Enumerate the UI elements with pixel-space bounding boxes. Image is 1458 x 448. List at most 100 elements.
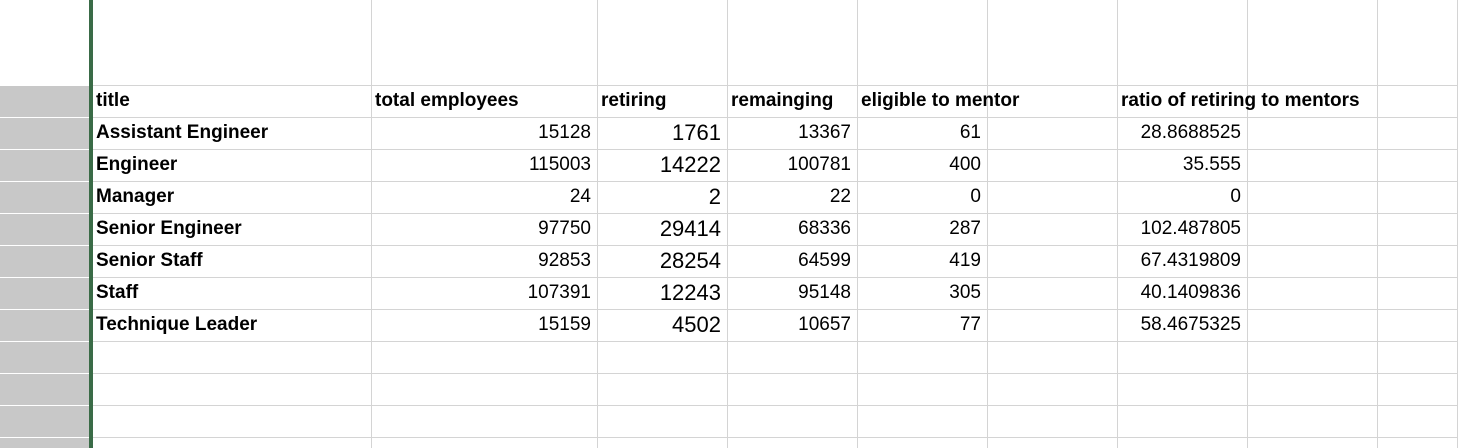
empty-cell[interactable] <box>93 374 372 406</box>
column-header[interactable]: retiring <box>598 86 728 118</box>
data-cell[interactable]: 22 <box>728 182 858 214</box>
empty-cell[interactable] <box>1248 0 1378 86</box>
empty-cell[interactable] <box>598 342 728 374</box>
data-cell[interactable]: 419 <box>858 246 988 278</box>
empty-cell[interactable] <box>372 406 598 438</box>
empty-cell[interactable] <box>1378 310 1458 342</box>
empty-cell[interactable] <box>1378 214 1458 246</box>
empty-cell[interactable] <box>372 374 598 406</box>
empty-cell[interactable] <box>1118 0 1248 86</box>
empty-cell[interactable] <box>988 182 1118 214</box>
data-cell[interactable]: 305 <box>858 278 988 310</box>
data-cell[interactable]: 24 <box>372 182 598 214</box>
empty-cell[interactable] <box>988 278 1118 310</box>
empty-cell[interactable] <box>1248 150 1378 182</box>
empty-cell[interactable] <box>1248 310 1378 342</box>
empty-cell[interactable] <box>1378 374 1458 406</box>
data-cell[interactable]: 92853 <box>372 246 598 278</box>
row-title-cell[interactable]: Manager <box>93 182 372 214</box>
empty-cell[interactable] <box>988 310 1118 342</box>
data-cell[interactable]: 102.487805 <box>1118 214 1248 246</box>
empty-cell[interactable] <box>858 374 988 406</box>
row-header[interactable] <box>0 214 89 246</box>
column-header[interactable]: remainging <box>728 86 858 118</box>
empty-cell[interactable] <box>1248 374 1378 406</box>
empty-cell[interactable] <box>988 374 1118 406</box>
data-cell[interactable]: 14222 <box>598 150 728 182</box>
empty-cell[interactable] <box>1378 278 1458 310</box>
column-header[interactable]: total employees <box>372 86 598 118</box>
data-cell[interactable]: 40.1409836 <box>1118 278 1248 310</box>
data-cell[interactable]: 28.8688525 <box>1118 118 1248 150</box>
empty-cell[interactable] <box>1118 406 1248 438</box>
column-header[interactable]: title <box>93 86 372 118</box>
empty-cell[interactable] <box>1378 86 1458 118</box>
data-cell[interactable]: 287 <box>858 214 988 246</box>
empty-cell[interactable] <box>988 246 1118 278</box>
data-cell[interactable]: 67.4319809 <box>1118 246 1248 278</box>
empty-cell[interactable] <box>1118 374 1248 406</box>
data-cell[interactable]: 35.555 <box>1118 150 1248 182</box>
empty-cell[interactable] <box>988 86 1118 118</box>
row-header[interactable] <box>0 182 89 214</box>
row-header[interactable] <box>0 150 89 182</box>
empty-cell[interactable] <box>598 0 728 86</box>
empty-cell[interactable] <box>372 342 598 374</box>
data-cell[interactable]: 58.4675325 <box>1118 310 1248 342</box>
data-cell[interactable]: 10657 <box>728 310 858 342</box>
empty-cell[interactable] <box>858 342 988 374</box>
empty-cell[interactable] <box>858 406 988 438</box>
empty-cell[interactable] <box>728 406 858 438</box>
row-title-cell[interactable]: Technique Leader <box>93 310 372 342</box>
row-title-cell[interactable]: Senior Staff <box>93 246 372 278</box>
empty-cell[interactable] <box>988 150 1118 182</box>
empty-cell[interactable] <box>728 0 858 86</box>
empty-cell[interactable] <box>1248 118 1378 150</box>
empty-cell[interactable] <box>1248 214 1378 246</box>
empty-cell[interactable] <box>372 438 598 448</box>
data-cell[interactable]: 15128 <box>372 118 598 150</box>
data-cell[interactable]: 400 <box>858 150 988 182</box>
row-header[interactable] <box>0 278 89 310</box>
data-cell[interactable]: 0 <box>858 182 988 214</box>
data-cell[interactable]: 64599 <box>728 246 858 278</box>
empty-cell[interactable] <box>988 214 1118 246</box>
empty-cell[interactable] <box>1378 246 1458 278</box>
data-cell[interactable]: 107391 <box>372 278 598 310</box>
empty-cell[interactable] <box>1118 438 1248 448</box>
row-header[interactable] <box>0 406 89 438</box>
data-cell[interactable]: 15159 <box>372 310 598 342</box>
row-header[interactable] <box>0 86 89 118</box>
empty-cell[interactable] <box>988 438 1118 448</box>
empty-cell[interactable] <box>1378 0 1458 86</box>
empty-cell[interactable] <box>988 0 1118 86</box>
empty-cell[interactable] <box>728 438 858 448</box>
column-header[interactable]: ratio of retiring to mentors <box>1118 86 1360 118</box>
row-header[interactable] <box>0 118 89 150</box>
data-cell[interactable]: 12243 <box>598 278 728 310</box>
data-cell[interactable]: 28254 <box>598 246 728 278</box>
empty-cell[interactable] <box>1378 406 1458 438</box>
empty-cell[interactable] <box>1378 342 1458 374</box>
empty-cell[interactable] <box>1248 406 1378 438</box>
empty-cell[interactable] <box>372 0 598 86</box>
row-header[interactable] <box>0 374 89 406</box>
empty-cell[interactable] <box>728 374 858 406</box>
empty-cell[interactable] <box>1378 182 1458 214</box>
empty-cell[interactable] <box>1248 246 1378 278</box>
data-cell[interactable]: 77 <box>858 310 988 342</box>
data-cell[interactable]: 1761 <box>598 118 728 150</box>
empty-cell[interactable] <box>1248 438 1378 448</box>
data-cell[interactable]: 95148 <box>728 278 858 310</box>
empty-cell[interactable] <box>1118 342 1248 374</box>
row-title-cell[interactable]: Assistant Engineer <box>93 118 372 150</box>
empty-cell[interactable] <box>93 406 372 438</box>
data-cell[interactable]: 68336 <box>728 214 858 246</box>
empty-cell[interactable] <box>728 342 858 374</box>
empty-cell[interactable] <box>988 406 1118 438</box>
empty-cell[interactable] <box>858 438 988 448</box>
empty-cell[interactable] <box>598 438 728 448</box>
empty-cell[interactable] <box>1248 182 1378 214</box>
data-cell[interactable]: 0 <box>1118 182 1248 214</box>
